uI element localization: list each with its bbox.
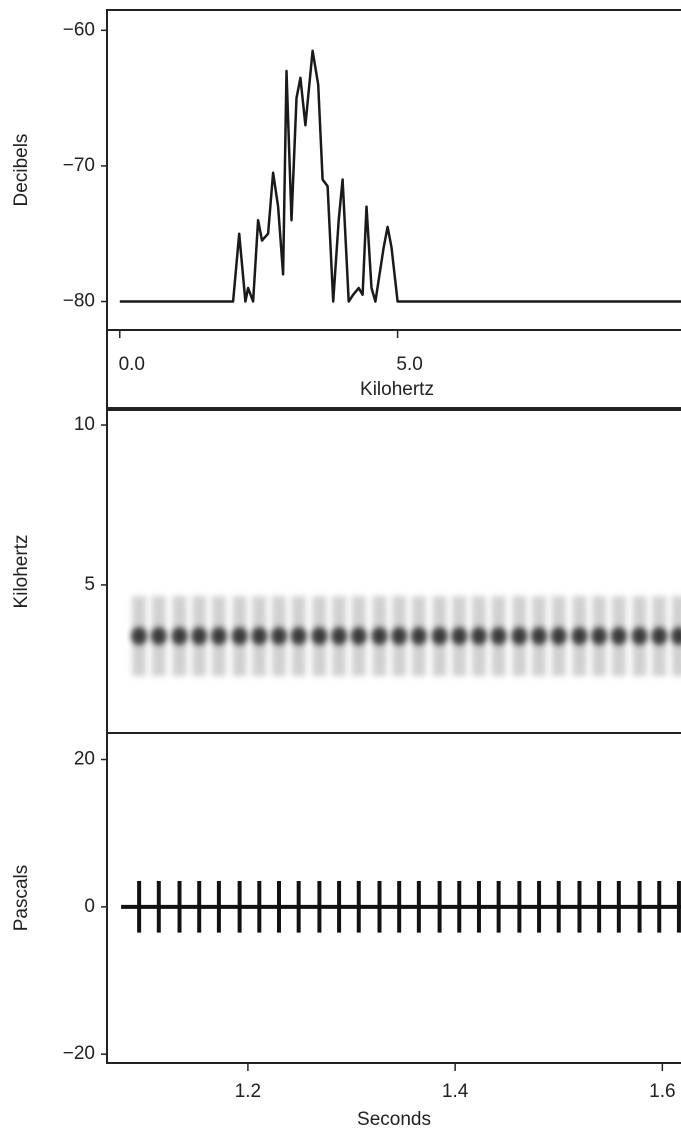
pulse [511, 627, 528, 646]
pulse [610, 627, 627, 646]
y-tick-label: 20 [74, 749, 95, 770]
pulse [150, 627, 167, 646]
x-tick-label: 1.6 [649, 1081, 675, 1102]
pulse [290, 627, 307, 646]
pulse [410, 627, 427, 646]
panel-frame [106, 9, 681, 331]
pulse [670, 627, 681, 646]
pulse [391, 627, 408, 646]
pulse [331, 627, 348, 646]
x-axis-title: Kilohertz [360, 379, 434, 400]
y-tick-label: −60 [63, 19, 95, 40]
spectrum-line [119, 49, 681, 303]
x-axis-title: Seconds [357, 1109, 431, 1130]
pulse [631, 627, 648, 646]
pulse [371, 627, 388, 646]
axis-frame [106, 330, 681, 409]
x-tick-label: 1.4 [442, 1081, 469, 1102]
panel-frame [106, 409, 681, 734]
pulse [210, 627, 227, 646]
x-tick-label: 5.0 [396, 354, 422, 375]
y-tick-label: −70 [63, 155, 95, 176]
pulse [251, 627, 268, 646]
y-tick-label: 10 [74, 414, 95, 435]
y-tick-label: 5 [84, 574, 95, 595]
pulse [651, 627, 668, 646]
pulse [350, 627, 367, 646]
y-axis-title: Pascals [11, 865, 32, 932]
pulse [490, 627, 507, 646]
x-tick-label: 1.2 [235, 1081, 261, 1102]
pulse [531, 627, 548, 646]
y-tick-label: 0 [84, 896, 95, 917]
y-axis-title: Kilohertz [11, 535, 32, 609]
y-tick-label: −80 [63, 291, 95, 312]
pulse [191, 627, 208, 646]
y-tick-label: −20 [63, 1043, 95, 1064]
y-axis-title: Decibels [11, 134, 32, 207]
pulse [270, 627, 287, 646]
pulse [171, 627, 188, 646]
pulse [231, 627, 248, 646]
pulse [470, 627, 487, 646]
panel-frame [106, 732, 681, 1064]
pulse [131, 627, 148, 646]
pulse [311, 627, 328, 646]
x-tick-label: 0.0 [119, 354, 145, 375]
pulse [451, 627, 468, 646]
pulse [591, 627, 608, 646]
pulse [431, 627, 448, 646]
pulse [571, 627, 588, 646]
pulse [550, 627, 567, 646]
